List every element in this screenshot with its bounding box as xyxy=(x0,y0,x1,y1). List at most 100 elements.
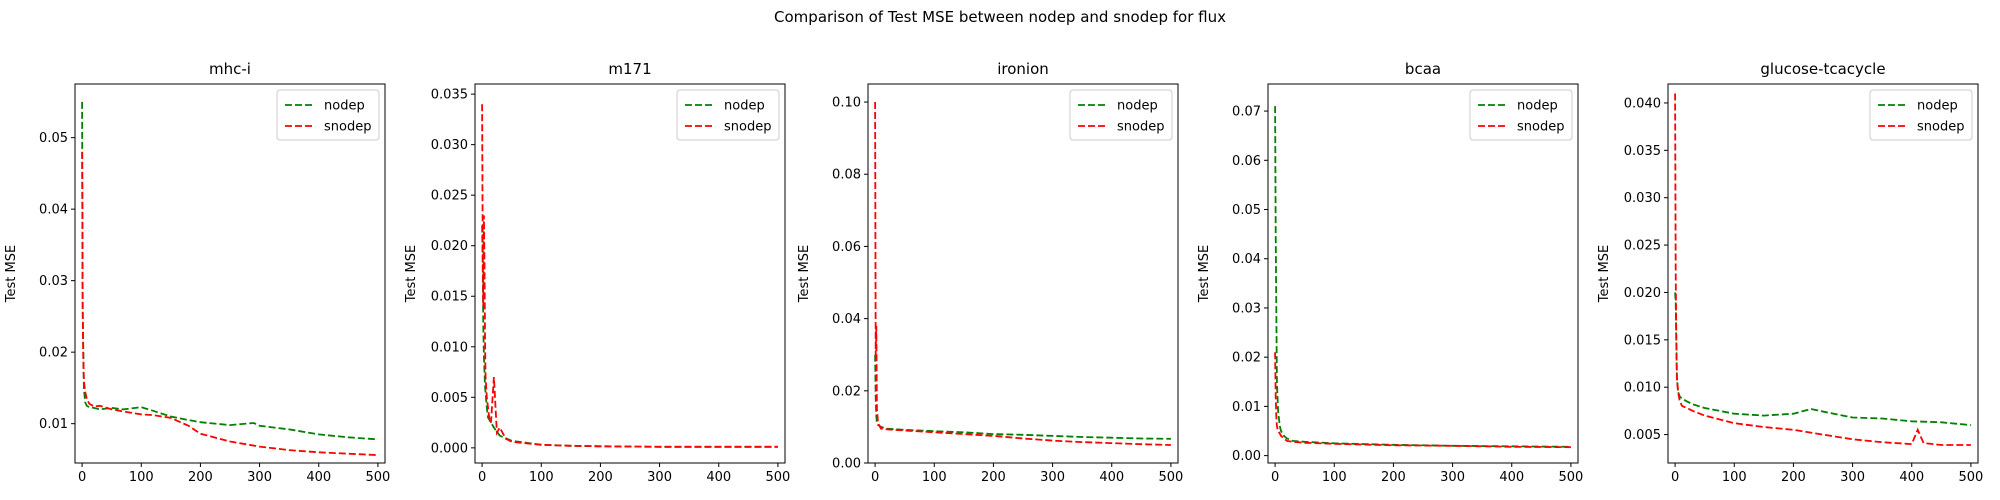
series-line-snodep xyxy=(81,151,378,456)
y-tick-label: 0.025 xyxy=(431,189,468,204)
legend-label-snodep: snodep xyxy=(1117,120,1164,135)
y-tick-label: 0.04 xyxy=(39,203,68,218)
x-tick-label: 200 xyxy=(981,470,1006,485)
series-line-nodep xyxy=(1674,292,1971,426)
y-tick-label: 0.00 xyxy=(832,457,861,472)
series-line-snodep xyxy=(874,101,1171,446)
legend-label-nodep: nodep xyxy=(1117,99,1158,114)
y-tick-label: 0.010 xyxy=(1624,381,1661,396)
y-tick-label: 0.015 xyxy=(1624,333,1661,348)
x-tick-label: 0 xyxy=(478,470,486,485)
y-tick-label: 0.04 xyxy=(1232,252,1261,267)
x-tick-label: 0 xyxy=(871,470,879,485)
y-tick-label: 0.03 xyxy=(1232,301,1261,316)
x-tick-label: 300 xyxy=(647,470,672,485)
y-tick-label: 0.08 xyxy=(832,168,861,183)
y-tick-label: 0.005 xyxy=(431,391,468,406)
panel-mhc-i: mhc-i Test MSE 0 100 200 300 400 500 0.01 0.02 0.0… xyxy=(4,60,390,485)
panel-bcaa: bcaa Test MSE 0 100 200 300 400 500 0.00 0.01 0.02… xyxy=(1197,60,1583,485)
legend-label-nodep: nodep xyxy=(1517,99,1558,114)
x-tick-label: 500 xyxy=(365,470,390,485)
x-tick-label: 100 xyxy=(129,470,154,485)
x-tick-label: 400 xyxy=(306,470,331,485)
y-axis-label: Test MSE xyxy=(1597,245,1612,303)
x-tick-label: 200 xyxy=(188,470,213,485)
x-tick-label: 0 xyxy=(78,470,86,485)
legend-label-nodep: nodep xyxy=(324,99,365,114)
x-tick-label: 0 xyxy=(1271,470,1279,485)
x-tick-label: 100 xyxy=(1322,470,1347,485)
legend-label-snodep: snodep xyxy=(1917,120,1964,135)
series-line-snodep xyxy=(1274,352,1571,449)
y-tick-label: 0.030 xyxy=(431,138,468,153)
legend-box xyxy=(1069,89,1173,141)
y-tick-label: 0.035 xyxy=(1624,144,1661,159)
series-line-snodep xyxy=(481,104,778,448)
panel-glucose-tcacycle: glucose-tcacycle Test MSE 0 100 200 300 400 500… xyxy=(1597,60,1983,485)
x-tick-label: 200 xyxy=(1781,470,1806,485)
y-tick-label: 0.010 xyxy=(431,340,468,355)
y-tick-label: 0.04 xyxy=(832,312,861,327)
axes-frame xyxy=(1267,83,1579,464)
y-tick-label: 0.000 xyxy=(431,441,468,456)
series-line-snodep xyxy=(1674,93,1971,446)
y-tick-label: 0.020 xyxy=(1624,286,1661,301)
x-tick-label: 300 xyxy=(1840,470,1865,485)
axes-frame xyxy=(1667,83,1979,464)
x-tick-label: 200 xyxy=(1381,470,1406,485)
y-axis-label: Test MSE xyxy=(1197,245,1212,303)
x-tick-label: 500 xyxy=(1958,470,1983,485)
panel-title: m171 xyxy=(608,60,651,78)
y-tick-label: 0.02 xyxy=(832,384,861,399)
y-tick-label: 0.01 xyxy=(1232,400,1261,415)
legend: nodep snodep xyxy=(676,89,780,141)
legend-label-snodep: snodep xyxy=(724,120,771,135)
legend-box xyxy=(276,89,380,141)
x-tick-label: 200 xyxy=(588,470,613,485)
x-tick-label: 400 xyxy=(1099,470,1124,485)
x-tick-label: 0 xyxy=(1671,470,1679,485)
y-tick-label: 0.10 xyxy=(832,96,861,111)
y-tick-label: 0.020 xyxy=(431,239,468,254)
legend-box xyxy=(1469,89,1573,141)
panel-title: bcaa xyxy=(1405,60,1441,78)
y-tick-label: 0.07 xyxy=(1232,105,1261,120)
x-tick-label: 300 xyxy=(247,470,272,485)
axes-frame xyxy=(867,83,1179,464)
x-tick-label: 100 xyxy=(1722,470,1747,485)
y-tick-label: 0.01 xyxy=(39,417,68,432)
y-tick-label: 0.030 xyxy=(1624,191,1661,206)
panel-title: glucose-tcacycle xyxy=(1760,60,1885,78)
y-tick-label: 0.06 xyxy=(832,240,861,255)
y-tick-label: 0.025 xyxy=(1624,239,1661,254)
x-tick-label: 500 xyxy=(1158,470,1183,485)
x-tick-label: 100 xyxy=(922,470,947,485)
panel-title: ironion xyxy=(997,60,1049,78)
y-tick-label: 0.02 xyxy=(39,346,68,361)
x-tick-label: 400 xyxy=(1899,470,1924,485)
series-line-nodep xyxy=(1274,106,1571,448)
panel-ironion: ironion Test MSE 0 100 200 300 400 500 0.00 0.02 0… xyxy=(797,60,1183,485)
legend-box xyxy=(1869,89,1973,141)
figure-suptitle: Comparison of Test MSE between nodep and… xyxy=(774,8,1226,26)
panel-title: mhc-i xyxy=(209,60,251,78)
y-tick-label: 0.05 xyxy=(1232,203,1261,218)
series-line-nodep xyxy=(874,354,1171,440)
y-tick-label: 0.00 xyxy=(1232,449,1261,464)
y-tick-label: 0.05 xyxy=(39,131,68,146)
panel-m171: m171 Test MSE 0 100 200 300 400 500 0.000 0.005 0.… xyxy=(404,60,790,485)
legend-box xyxy=(676,89,780,141)
series-line-nodep xyxy=(481,225,778,448)
x-tick-label: 400 xyxy=(706,470,731,485)
y-tick-label: 0.040 xyxy=(1624,96,1661,111)
y-tick-label: 0.03 xyxy=(39,274,68,289)
x-tick-label: 500 xyxy=(1558,470,1583,485)
y-axis-label: Test MSE xyxy=(404,245,419,303)
y-tick-label: 0.02 xyxy=(1232,351,1261,366)
legend-label-snodep: snodep xyxy=(1517,120,1564,135)
x-tick-label: 300 xyxy=(1440,470,1465,485)
legend: nodep snodep xyxy=(1069,89,1173,141)
legend-label-nodep: nodep xyxy=(1917,99,1958,114)
legend: nodep snodep xyxy=(1869,89,1973,141)
